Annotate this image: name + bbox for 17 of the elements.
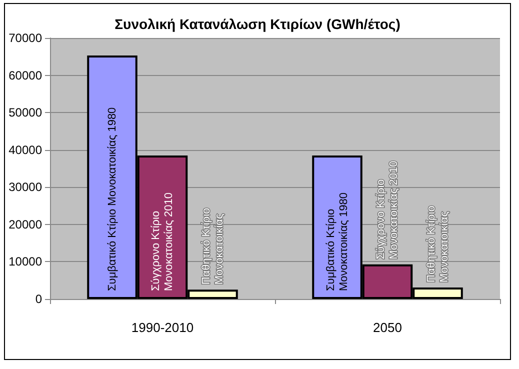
series-label: Συμβατικό Κτίριο Μονοκατοικίας 1980 xyxy=(106,107,118,291)
chart-title: Συνολική Κατανάλωση Κτιρίων (GWh/έτος) xyxy=(114,16,400,32)
y-tick-label: 40000 xyxy=(8,142,42,157)
y-tick-label: 0 xyxy=(35,292,42,306)
x-tick-label: 1990-2010 xyxy=(131,320,194,335)
y-tick-label: 60000 xyxy=(8,68,42,82)
x-tick-label: 2050 xyxy=(373,320,402,335)
y-tick-label: 30000 xyxy=(8,180,42,194)
y-tick-label: 10000 xyxy=(8,254,42,269)
y-tick-label: 20000 xyxy=(8,217,42,232)
y-tick-label: 70000 xyxy=(8,31,42,45)
text: Παθητικό Κτίριο Μονοκατοικίας xyxy=(200,208,226,285)
y-tick-label: 50000 xyxy=(8,106,42,120)
text: Συμβατικό Κτίριο Μονοκατοικίας 1980 xyxy=(324,192,350,291)
text: Παθητικό Κτίριο Μονοκατοικίας xyxy=(425,206,450,282)
text: Σύγχρονο Κτίριο Μονοκατοικίας 2010 xyxy=(150,192,175,291)
text: Σύγχρονο Κτίριο Μονοκατοικίας 2010 xyxy=(375,160,400,260)
